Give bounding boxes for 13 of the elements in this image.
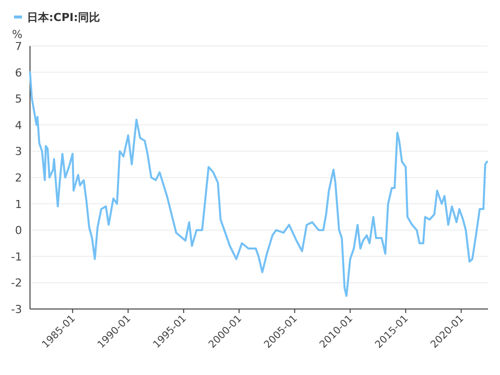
y-tick-label: -3 — [11, 303, 22, 316]
y-tick-label: -2 — [11, 276, 22, 290]
y-tick-label: 4 — [15, 118, 22, 132]
y-axis-title: % — [12, 28, 22, 41]
y-tick-label: 2 — [15, 172, 22, 184]
y-tick-label: 0 — [15, 224, 22, 238]
y-tick-label: 6 — [15, 66, 22, 80]
y-tick-label: 5 — [15, 92, 22, 106]
y-tick-label: -1 — [11, 250, 22, 264]
y-tick-label: 1 — [15, 198, 22, 211]
legend-label: 日本:CPI:同比 — [27, 11, 100, 24]
y-tick-label: 3 — [15, 145, 22, 158]
y-tick-label: 7 — [15, 40, 22, 53]
